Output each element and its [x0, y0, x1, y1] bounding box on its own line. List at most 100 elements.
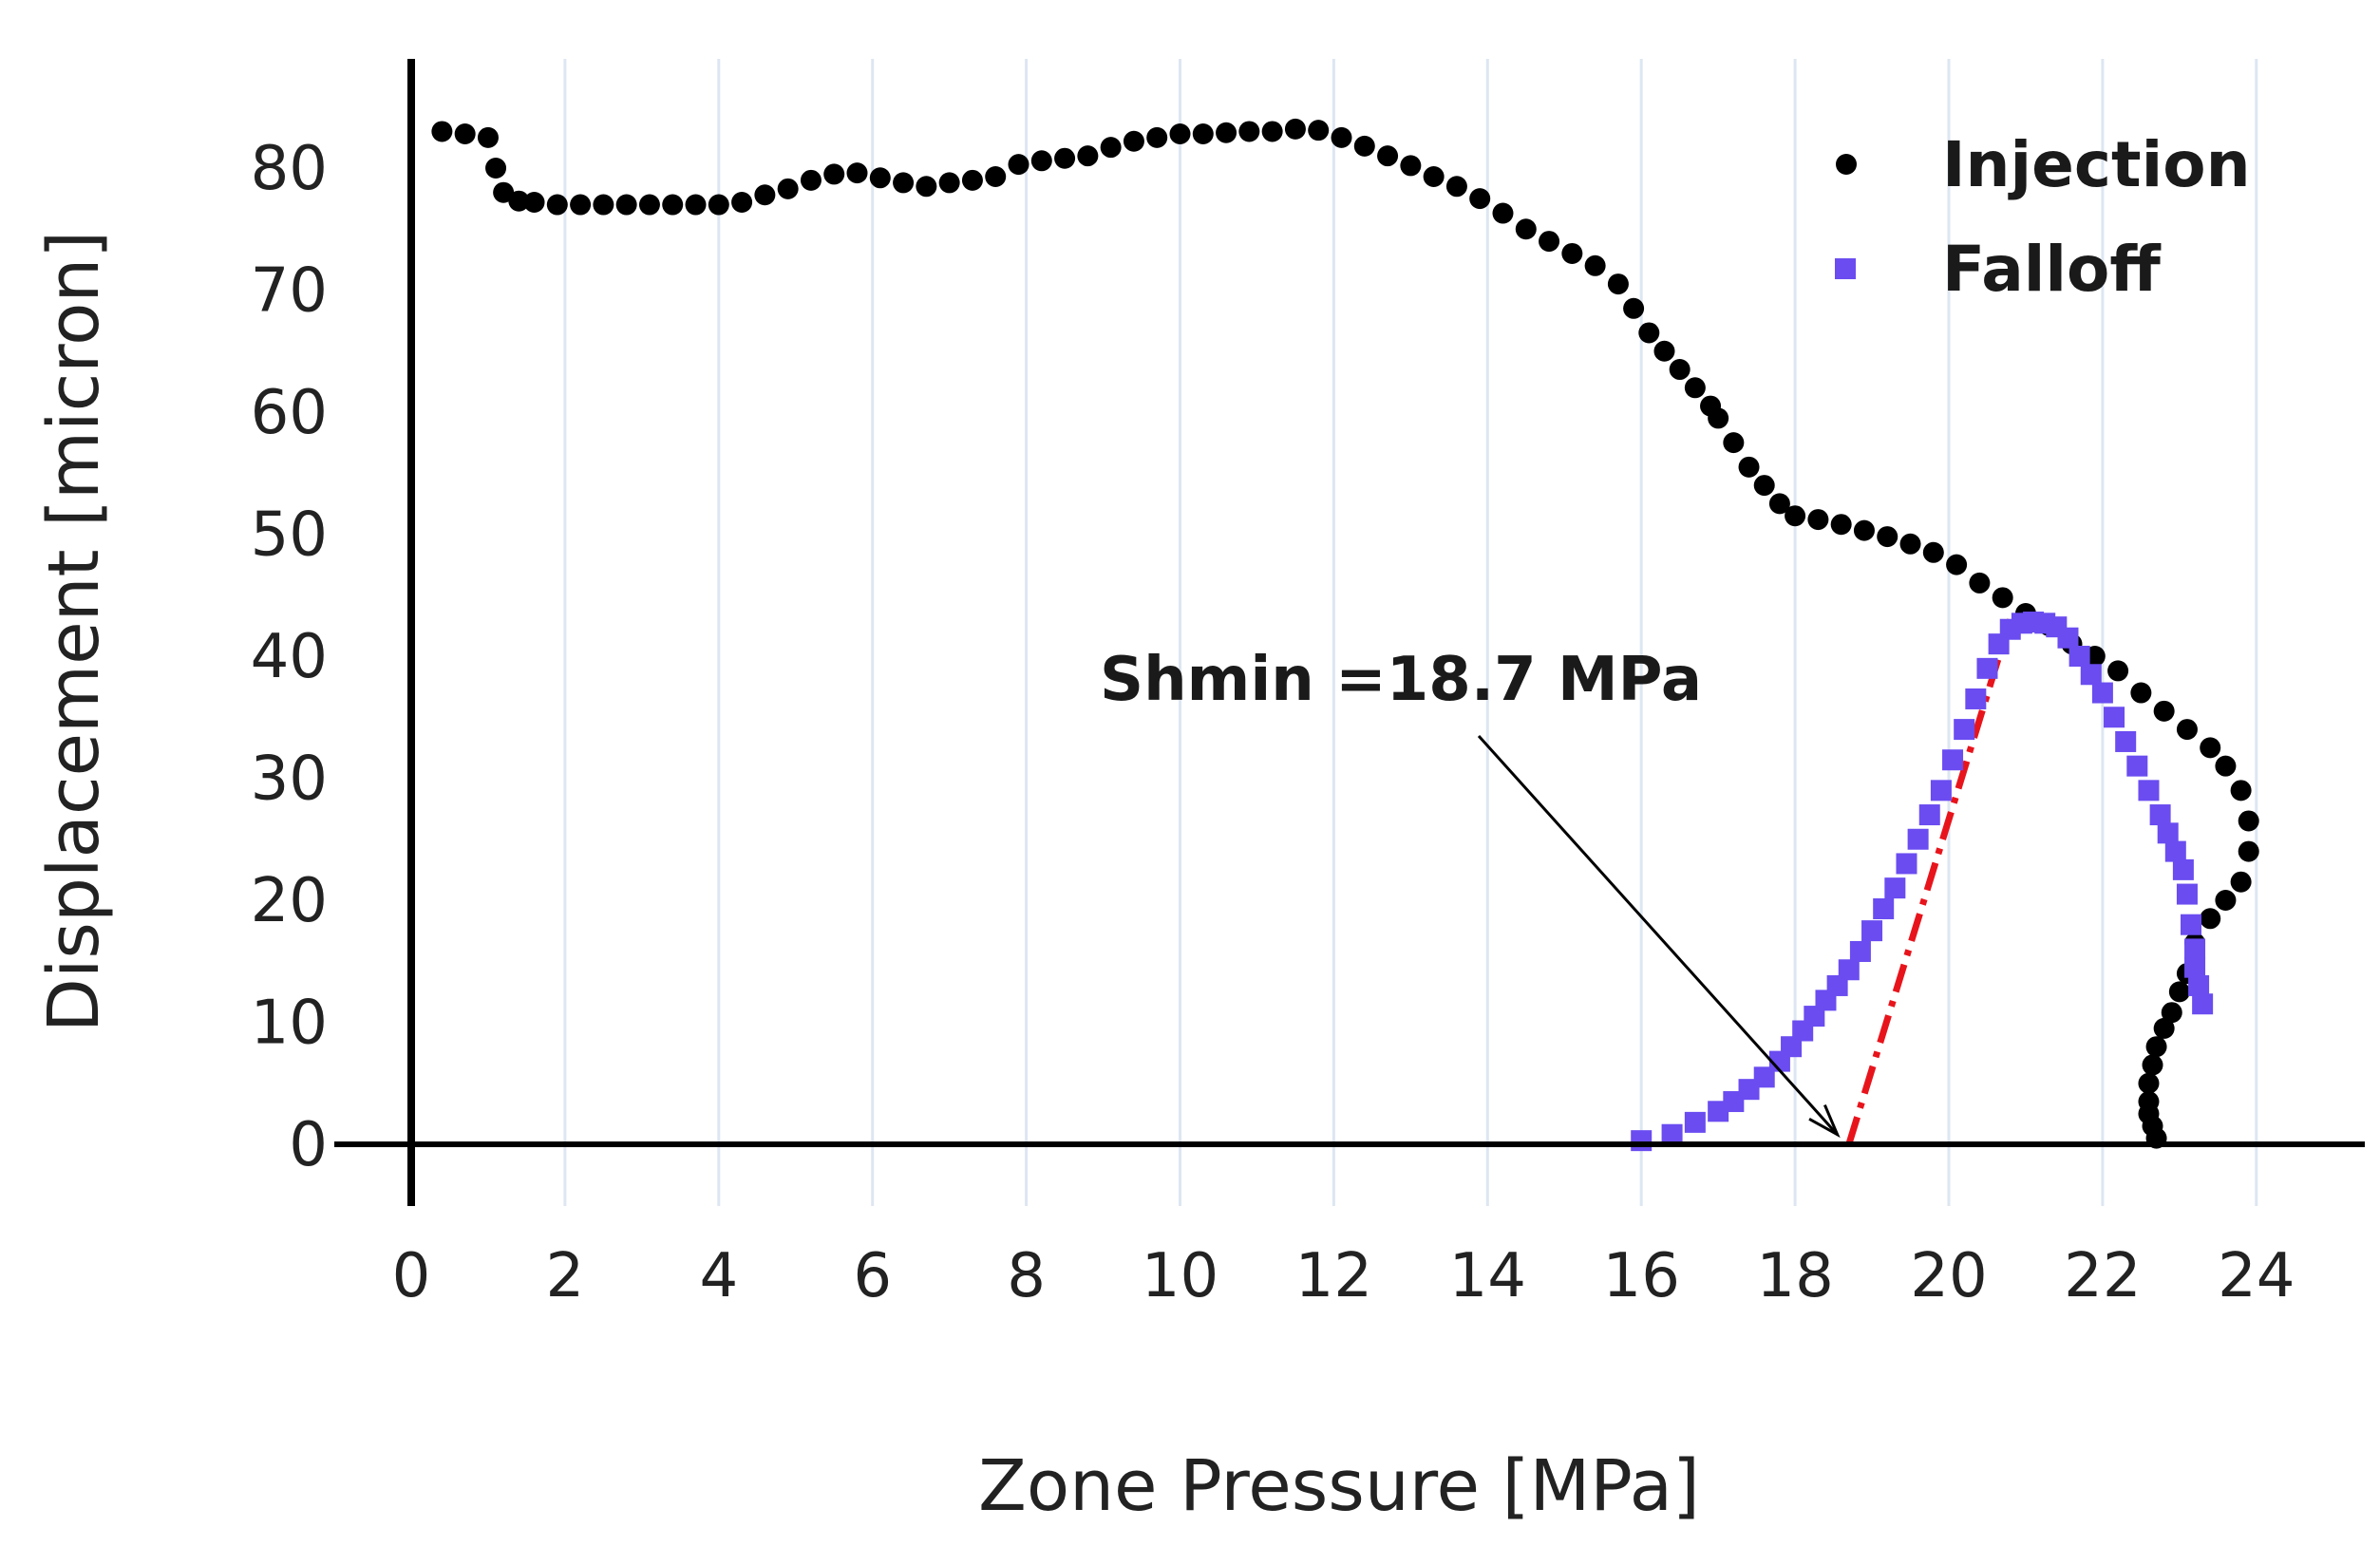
falloff-point	[2176, 883, 2198, 905]
injection-point	[2138, 1072, 2160, 1094]
injection-point	[1492, 202, 1514, 224]
falloff-point	[2184, 956, 2206, 978]
grid-lines	[563, 59, 2258, 1206]
injection-point	[1377, 145, 1399, 167]
axes	[334, 59, 2365, 1206]
falloff-point	[2180, 914, 2201, 935]
falloff-point	[2091, 682, 2113, 704]
y-tick-label-80: 80	[251, 134, 328, 204]
falloff-point	[2164, 840, 2186, 862]
x-tick-label-0: 0	[392, 1241, 431, 1311]
injection-point	[685, 194, 707, 216]
falloff-point	[1861, 920, 1883, 942]
injection-point	[1992, 587, 2013, 609]
falloff-point	[2138, 780, 2160, 801]
injection-point	[1308, 120, 1330, 141]
injection-point	[570, 194, 592, 216]
falloff-point	[2115, 730, 2137, 752]
falloff-point	[1804, 1006, 1825, 1028]
injection-point	[1922, 541, 1944, 563]
falloff-point	[1884, 877, 1906, 899]
injection-point	[2230, 871, 2252, 893]
injection-point	[754, 184, 776, 206]
injection-point	[1539, 231, 1560, 253]
falloff-point	[2149, 804, 2171, 826]
injection-point	[2215, 890, 2237, 911]
injection-point	[2142, 1054, 2163, 1076]
injection-point	[1169, 123, 1191, 145]
falloff-point	[1826, 974, 1848, 996]
injection-point	[1030, 150, 1052, 172]
injection-point	[1216, 122, 1237, 143]
legend-injection-marker	[1836, 154, 1857, 175]
injection-point	[1100, 137, 1122, 159]
injection-point	[985, 165, 1007, 187]
injection-point	[1146, 126, 1168, 148]
falloff-point	[2172, 858, 2194, 880]
legend-falloff-label: Falloff	[1942, 233, 2162, 306]
injection-point	[1723, 432, 1745, 454]
x-tick-label-2: 2	[546, 1241, 585, 1311]
x-axis-title: Zone Pressure [MPa]	[978, 1445, 1700, 1527]
y-tick-label-20: 20	[251, 866, 328, 936]
falloff-point	[1965, 688, 1987, 709]
injection-point	[1353, 135, 1375, 157]
falloff-point	[2126, 755, 2148, 777]
falloff-point	[1631, 1130, 1653, 1152]
injection-point	[1738, 456, 1760, 478]
injection-point	[1899, 533, 1921, 555]
injection-point	[508, 190, 530, 212]
falloff-point	[1976, 657, 1998, 679]
injection-point	[846, 162, 868, 184]
injection-point	[2161, 1002, 2182, 1024]
injection-point	[938, 172, 960, 194]
x-tick-label-20: 20	[1910, 1241, 1987, 1311]
falloff-point	[2188, 974, 2210, 996]
injection-point	[2153, 1017, 2175, 1039]
injection-point	[1623, 297, 1645, 319]
injection-point	[1877, 526, 1898, 548]
falloff-point	[2184, 938, 2206, 960]
injection-point	[777, 178, 799, 199]
injection-point	[1008, 154, 1029, 176]
falloff-point	[1873, 897, 1895, 919]
injection-point	[731, 191, 753, 213]
y-tick-labels: 0 10 20 30 40 50 60 70 80	[251, 134, 328, 1180]
fit-line-group	[1845, 618, 2014, 1146]
x-tick-label-12: 12	[1295, 1241, 1372, 1311]
injection-point	[477, 126, 499, 148]
injection-point	[1192, 123, 1214, 145]
injection-point	[2238, 810, 2259, 832]
injection-point	[1077, 145, 1099, 167]
y-axis-title: Displacement [micron]	[33, 231, 115, 1032]
injection-point	[1238, 121, 1260, 142]
y-tick-label-10: 10	[251, 989, 328, 1059]
injection-point	[523, 191, 545, 213]
shmin-fit-line	[1845, 618, 2014, 1146]
x-tick-label-14: 14	[1449, 1241, 1526, 1311]
injection-point	[1684, 377, 1706, 399]
falloff-point	[2192, 993, 2214, 1015]
falloff-point	[2057, 627, 2079, 649]
y-tick-label-50: 50	[251, 500, 328, 571]
injection-point	[1807, 509, 1829, 531]
injection-point	[1423, 165, 1445, 187]
injection-point	[593, 194, 614, 216]
y-tick-label-70: 70	[251, 256, 328, 327]
injection-point	[2200, 737, 2221, 759]
injection-point	[893, 172, 915, 194]
falloff-point	[1918, 804, 1940, 826]
injection-point	[1607, 273, 1629, 295]
falloff-point	[1781, 1036, 1803, 1058]
falloff-point	[1838, 959, 1860, 981]
injection-point	[1284, 118, 1306, 140]
injection-point	[638, 194, 660, 216]
injection-point	[1768, 493, 1790, 515]
injection-point	[454, 123, 476, 145]
injection-point	[1445, 176, 1467, 198]
injection-point	[1123, 130, 1144, 152]
injection-point	[2200, 908, 2221, 930]
falloff-point	[1907, 828, 1929, 850]
injection-point	[1753, 475, 1775, 497]
x-tick-label-10: 10	[1142, 1241, 1218, 1311]
